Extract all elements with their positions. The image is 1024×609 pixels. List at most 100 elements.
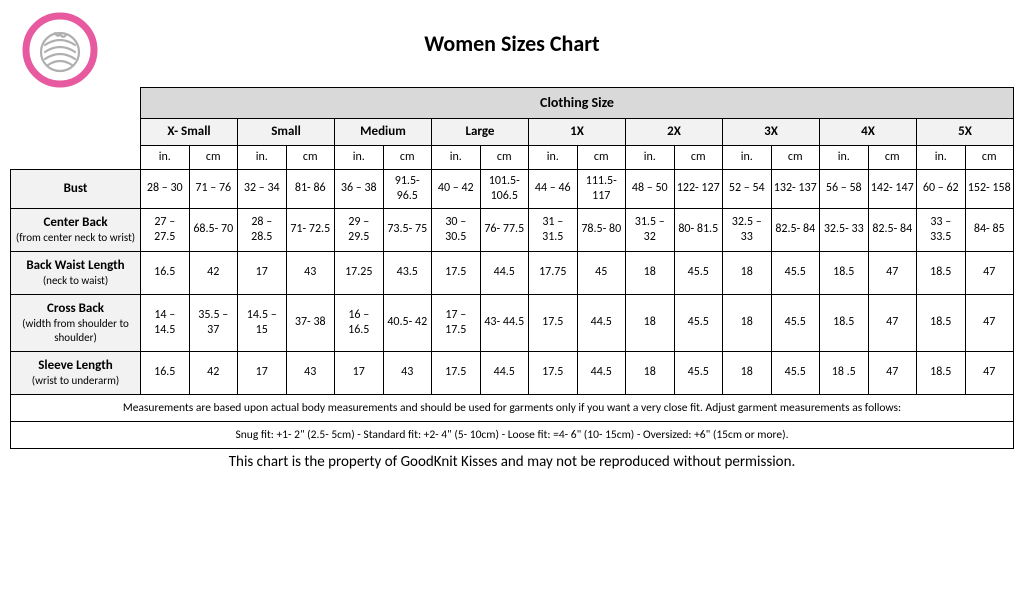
- size-header: 4X: [820, 118, 917, 145]
- row-header-sub: (width from shoulder to shoulder): [15, 317, 136, 345]
- data-cell: 45.5: [674, 294, 723, 351]
- blank-corner: [11, 145, 141, 169]
- data-cell: 76- 77.5: [480, 208, 529, 251]
- page-title: Women Sizes Chart: [10, 30, 1014, 57]
- size-header: Medium: [335, 118, 432, 145]
- data-cell: 17.5: [529, 351, 578, 394]
- data-cell: 82.5- 84: [771, 208, 820, 251]
- data-cell: 60 – 62: [917, 169, 966, 208]
- data-cell: 18: [723, 351, 772, 394]
- data-cell: 18.5: [820, 251, 869, 294]
- data-cell: 73.5- 75: [383, 208, 432, 251]
- data-cell: 45.5: [674, 251, 723, 294]
- data-cell: 142- 147: [868, 169, 917, 208]
- size-chart-table: Clothing Size X- SmallSmallMediumLarge1X…: [10, 87, 1014, 449]
- data-cell: 91.5- 96.5: [383, 169, 432, 208]
- unit-header: cm: [577, 145, 626, 169]
- data-cell: 47: [965, 251, 1014, 294]
- data-cell: 80- 81.5: [674, 208, 723, 251]
- data-cell: 43: [286, 351, 335, 394]
- data-cell: 44.5: [480, 351, 529, 394]
- table-row: Center Back(from center neck to wrist) 27…: [11, 208, 1014, 251]
- note-row-2: Snug fit: +1- 2" (2.5- 5cm) - Standard f…: [11, 421, 1014, 448]
- clothing-size-header: Clothing Size: [141, 88, 1014, 119]
- data-cell: 81- 86: [286, 169, 335, 208]
- data-cell: 17: [335, 351, 384, 394]
- data-cell: 132- 137: [771, 169, 820, 208]
- data-cell: 47: [868, 351, 917, 394]
- data-cell: 43: [286, 251, 335, 294]
- data-cell: 18 .5: [820, 351, 869, 394]
- data-cell: 16 – 16.5: [335, 294, 384, 351]
- row-header-main: Bust: [15, 181, 136, 197]
- data-cell: 30 – 30.5: [432, 208, 481, 251]
- unit-header: in.: [238, 145, 287, 169]
- row-header: Sleeve Length(wrist to underarm): [11, 351, 141, 394]
- data-cell: 40.5- 42: [383, 294, 432, 351]
- row-header-main: Back Waist Length: [15, 258, 136, 274]
- data-cell: 33 – 33.5: [917, 208, 966, 251]
- data-cell: 18.5: [820, 294, 869, 351]
- data-cell: 18.5: [917, 251, 966, 294]
- table-row: Bust28 – 3071 – 7632 – 3481- 8636 – 3891…: [11, 169, 1014, 208]
- row-header-main: Cross Back: [15, 301, 136, 317]
- data-cell: 14.5 – 15: [238, 294, 287, 351]
- data-cell: 18.5: [917, 351, 966, 394]
- data-cell: 78.5- 80: [577, 208, 626, 251]
- unit-header: in.: [529, 145, 578, 169]
- data-cell: 45.5: [771, 351, 820, 394]
- table-row: Cross Back(width from shoulder to should…: [11, 294, 1014, 351]
- data-cell: 18: [723, 294, 772, 351]
- data-cell: 17.5: [432, 351, 481, 394]
- data-cell: 27 – 27.5: [141, 208, 190, 251]
- unit-header: cm: [868, 145, 917, 169]
- data-cell: 17 – 17.5: [432, 294, 481, 351]
- note-row-1: Measurements are based upon actual body …: [11, 394, 1014, 421]
- data-cell: 31.5 – 32: [626, 208, 675, 251]
- footer-text: This chart is the property of GoodKnit K…: [10, 453, 1014, 471]
- data-cell: 43: [383, 351, 432, 394]
- unit-header: cm: [965, 145, 1014, 169]
- unit-header: cm: [189, 145, 238, 169]
- data-cell: 52 – 54: [723, 169, 772, 208]
- data-cell: 16.5: [141, 351, 190, 394]
- data-cell: 47: [868, 251, 917, 294]
- row-header: Cross Back(width from shoulder to should…: [11, 294, 141, 351]
- table-row: Sleeve Length(wrist to underarm)16.54217…: [11, 351, 1014, 394]
- data-cell: 37- 38: [286, 294, 335, 351]
- row-header: Bust: [11, 169, 141, 208]
- data-cell: 71 – 76: [189, 169, 238, 208]
- data-cell: 47: [965, 294, 1014, 351]
- data-cell: 32 – 34: [238, 169, 287, 208]
- row-header: Back Waist Length(neck to waist): [11, 251, 141, 294]
- data-cell: 47: [868, 294, 917, 351]
- data-cell: 44.5: [577, 351, 626, 394]
- data-cell: 40 – 42: [432, 169, 481, 208]
- data-cell: 36 – 38: [335, 169, 384, 208]
- data-cell: 14 – 14.5: [141, 294, 190, 351]
- data-cell: 82.5- 84: [868, 208, 917, 251]
- data-cell: 29 – 29.5: [335, 208, 384, 251]
- data-cell: 17: [238, 251, 287, 294]
- data-cell: 45: [577, 251, 626, 294]
- unit-header: in.: [432, 145, 481, 169]
- data-cell: 152- 158: [965, 169, 1014, 208]
- unit-header: cm: [480, 145, 529, 169]
- size-header: X- Small: [141, 118, 238, 145]
- data-cell: 42: [189, 351, 238, 394]
- row-header-sub: (from center neck to wrist): [15, 231, 136, 245]
- row-header-sub: (neck to waist): [15, 274, 136, 288]
- size-header: 3X: [723, 118, 820, 145]
- unit-header: in.: [141, 145, 190, 169]
- data-cell: 17.5: [529, 294, 578, 351]
- data-cell: 44.5: [480, 251, 529, 294]
- data-cell: 17: [238, 351, 287, 394]
- size-header: 5X: [917, 118, 1014, 145]
- row-header-main: Center Back: [15, 215, 136, 231]
- data-cell: 84- 85: [965, 208, 1014, 251]
- data-cell: 45.5: [771, 251, 820, 294]
- data-cell: 43- 44.5: [480, 294, 529, 351]
- data-cell: 32.5- 33: [820, 208, 869, 251]
- data-cell: 31 – 31.5: [529, 208, 578, 251]
- unit-header: in.: [626, 145, 675, 169]
